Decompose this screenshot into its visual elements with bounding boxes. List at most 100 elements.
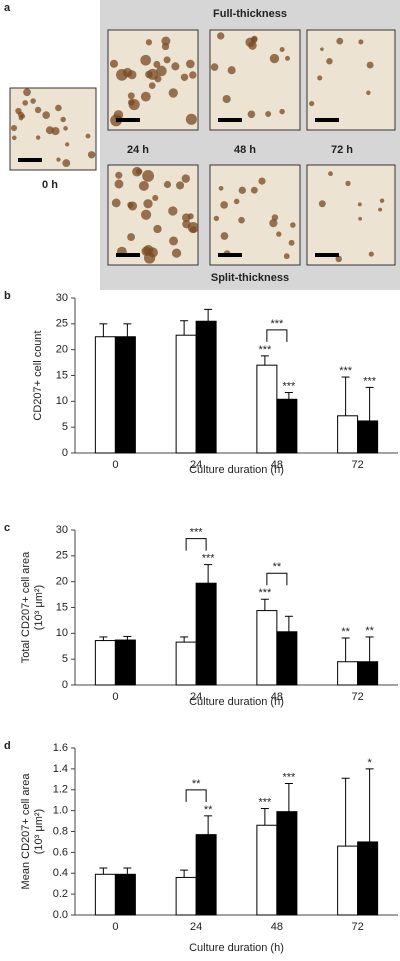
cell — [109, 59, 119, 68]
cell — [269, 53, 280, 64]
cell — [135, 168, 143, 175]
y-tick-label: 0 — [62, 447, 68, 459]
x-axis-label: Culture duration (h) — [189, 942, 284, 954]
bar — [94, 640, 116, 686]
bracket-label: *** — [270, 318, 284, 330]
cell — [185, 113, 197, 125]
cell — [366, 61, 374, 69]
y-tick-label: 30 — [56, 292, 68, 304]
bar — [357, 661, 379, 686]
cell — [220, 232, 229, 240]
y-tick-label: 0.2 — [53, 888, 68, 900]
y-tick-label: 0.6 — [53, 846, 68, 858]
cell — [127, 92, 135, 100]
bar — [256, 364, 278, 454]
cell — [65, 142, 70, 147]
x-tick-label: 48 — [271, 459, 283, 471]
cell — [145, 70, 153, 79]
y-tick-label: 5 — [62, 421, 68, 433]
bar — [175, 876, 197, 916]
y-tick-label: 1.4 — [53, 763, 68, 775]
cell — [238, 186, 246, 194]
cell — [163, 56, 171, 64]
cell — [140, 54, 152, 66]
cell — [23, 88, 31, 97]
cell — [15, 107, 22, 115]
bracket — [266, 329, 288, 342]
significance: *** — [363, 375, 377, 387]
cell — [148, 82, 156, 89]
significance: *** — [258, 796, 272, 808]
y-tick-label: 0.8 — [53, 825, 68, 837]
cell — [222, 94, 231, 104]
y-tick-label: 25 — [56, 550, 68, 562]
cell — [42, 111, 50, 119]
micrograph — [306, 29, 396, 131]
x-tick-label: 72 — [352, 691, 364, 703]
cell — [189, 71, 197, 79]
micrograph — [306, 164, 396, 266]
cell — [220, 201, 228, 209]
x-tick-label: 72 — [352, 459, 364, 471]
cell — [10, 124, 18, 132]
significance: ** — [204, 804, 213, 816]
bar — [337, 661, 359, 686]
bracket-label: ** — [192, 778, 201, 790]
x-tick-label: 72 — [352, 921, 364, 933]
cell — [186, 59, 195, 69]
x-tick-label: 24 — [190, 459, 202, 471]
cell — [143, 199, 153, 209]
y-tick-label: 20 — [56, 344, 68, 356]
cell — [127, 233, 136, 241]
y-tick-label: 15 — [56, 369, 68, 381]
cell — [238, 216, 245, 224]
bar — [256, 824, 278, 916]
y-axis-label: Mean CD207+ cell area — [20, 773, 32, 890]
cell — [156, 65, 167, 77]
bar — [114, 639, 136, 686]
y-tick-label: 1.0 — [53, 805, 68, 817]
y-axis-label: (10³ μm²) — [33, 585, 45, 630]
bar — [195, 834, 217, 916]
cell — [357, 202, 362, 207]
cell — [180, 73, 189, 82]
cell — [140, 91, 151, 102]
bar — [337, 845, 359, 916]
cell — [161, 36, 171, 46]
cell — [35, 135, 41, 140]
y-tick-label: 10 — [56, 395, 68, 407]
cell — [182, 219, 191, 229]
time-label: 72 h — [331, 144, 353, 156]
cell — [20, 113, 26, 119]
cell — [276, 231, 282, 237]
cell — [336, 37, 344, 45]
x-tick-label: 48 — [271, 691, 283, 703]
y-tick-label: 10 — [56, 627, 68, 639]
cell — [63, 126, 68, 131]
time-label: 24 h — [127, 144, 149, 156]
cell — [153, 60, 161, 68]
significance: *** — [202, 553, 216, 565]
cell — [250, 186, 258, 194]
cell — [358, 39, 364, 45]
panel-label: a — [4, 2, 11, 14]
bar — [256, 610, 278, 686]
cell — [60, 116, 66, 123]
cell — [138, 180, 149, 191]
cell — [168, 88, 178, 98]
cell — [87, 151, 96, 159]
cell — [30, 98, 36, 104]
bar — [337, 415, 359, 454]
cell — [271, 214, 279, 221]
cell — [122, 67, 133, 78]
bar — [357, 420, 379, 454]
cell — [250, 36, 258, 44]
bottom-title: Split-thickness — [211, 272, 289, 284]
x-tick-label: 24 — [190, 691, 202, 703]
significance: * — [367, 757, 372, 769]
panel-label: d — [4, 740, 11, 752]
cell — [128, 98, 140, 111]
cell — [189, 226, 197, 234]
x-tick-label: 0 — [112, 459, 118, 471]
bar — [195, 582, 217, 686]
